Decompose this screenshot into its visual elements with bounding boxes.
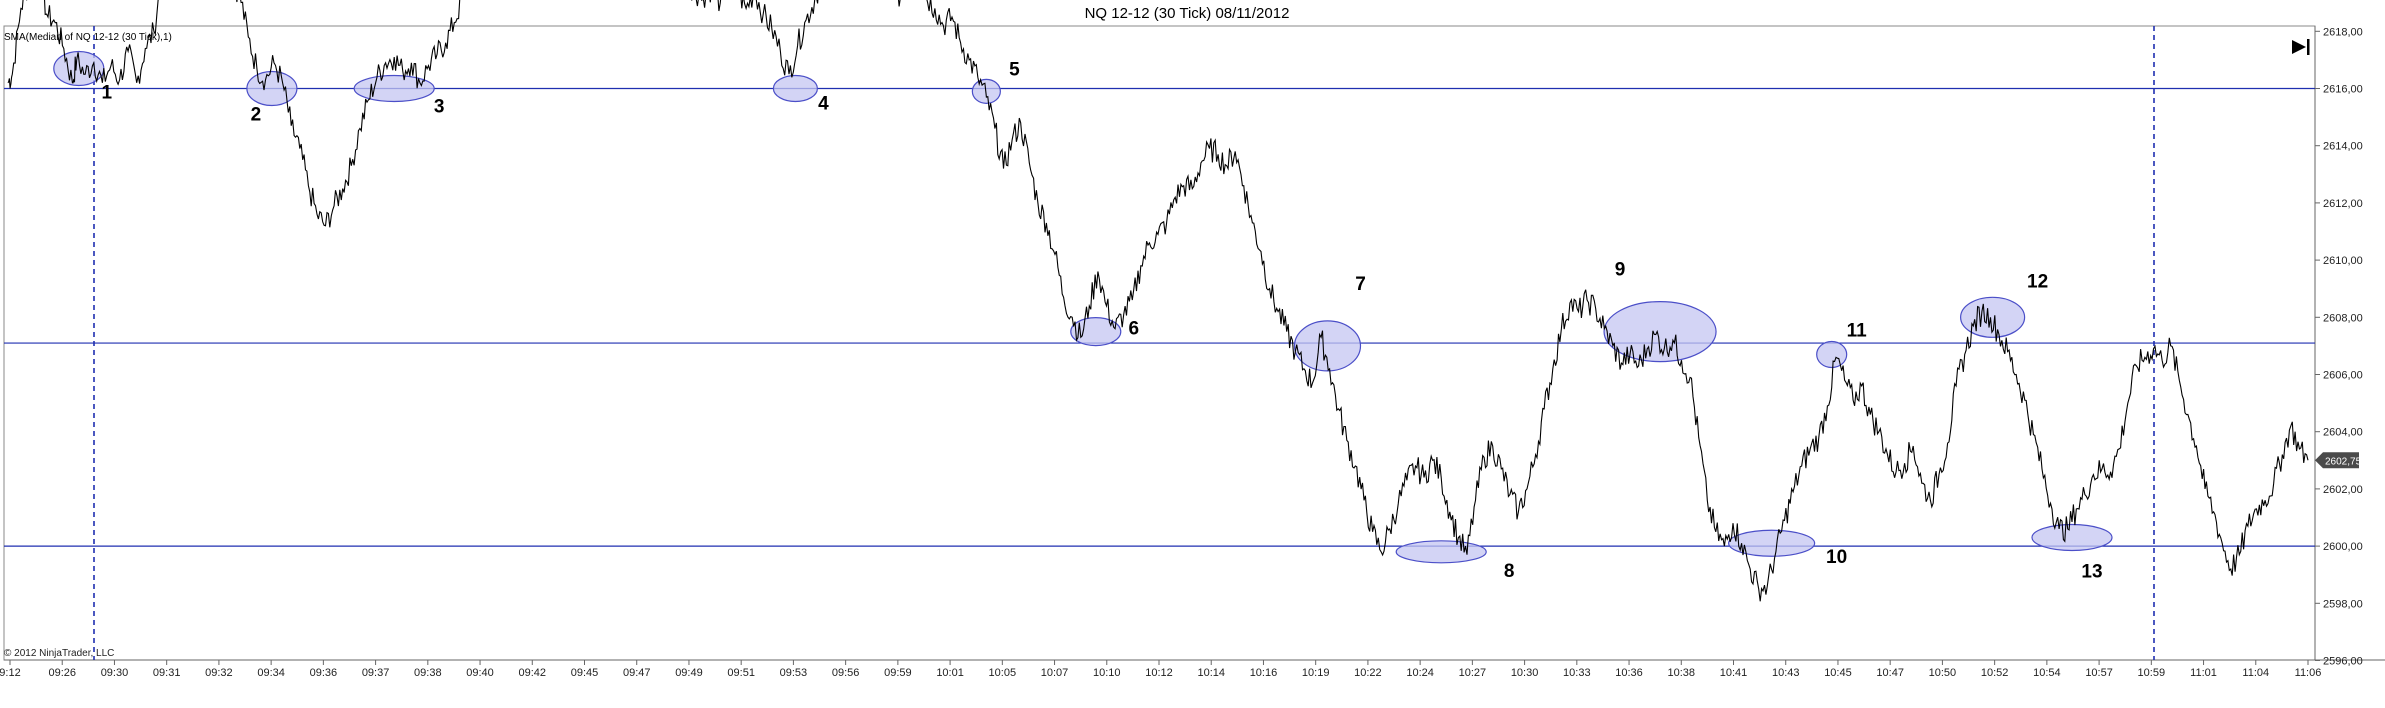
annotation-label-3: 3 bbox=[434, 97, 445, 118]
x-tick-label: 11:04 bbox=[2242, 667, 2269, 679]
annotation-label-4: 4 bbox=[818, 94, 829, 115]
x-tick-label: 10:05 bbox=[989, 667, 1017, 679]
current-price-marker: 2602,75 bbox=[2315, 452, 2362, 469]
x-tick-label: 10:33 bbox=[1563, 667, 1591, 679]
x-tick-label: 10:54 bbox=[2033, 667, 2061, 679]
x-tick-label: 10:43 bbox=[1772, 667, 1800, 679]
x-tick-label: 10:57 bbox=[2085, 667, 2113, 679]
x-tick-label: 09:37 bbox=[362, 667, 390, 679]
annotation-ellipse-2 bbox=[246, 70, 298, 107]
annotation-label-5: 5 bbox=[1009, 59, 1020, 80]
x-tick-label: 09:36 bbox=[310, 667, 338, 679]
x-tick-label: 09:49 bbox=[675, 667, 703, 679]
x-tick-label: 10:50 bbox=[1929, 667, 1957, 679]
x-tick-label: 09:32 bbox=[205, 667, 233, 679]
y-tick-label: 2618,00 bbox=[2323, 26, 2363, 38]
y-tick-label: 2598,00 bbox=[2323, 598, 2363, 610]
x-tick-label: 10:10 bbox=[1093, 667, 1121, 679]
x-tick-label: 10:12 bbox=[1145, 667, 1173, 679]
x-tick-label: 09:34 bbox=[257, 667, 285, 679]
copyright-text: © 2012 NinjaTrader, LLC bbox=[4, 648, 114, 659]
annotation-ellipse-8 bbox=[1395, 540, 1487, 564]
annotation-label-1: 1 bbox=[102, 82, 113, 103]
x-tick-label: 09:40 bbox=[466, 667, 494, 679]
x-tick-label: 09:30 bbox=[101, 667, 129, 679]
x-tick-label: 10:24 bbox=[1406, 667, 1434, 679]
scroll-to-end-button[interactable] bbox=[2292, 39, 2310, 55]
annotation-ellipse-3 bbox=[353, 74, 435, 103]
chart-title: NQ 12-12 (30 Tick) 08/11/2012 bbox=[1085, 5, 1290, 22]
x-tick-label: 10:41 bbox=[1720, 667, 1748, 679]
annotation-ellipse-10 bbox=[1728, 529, 1816, 557]
x-tick-label: 09:53 bbox=[780, 667, 808, 679]
x-tick-label: 09:45 bbox=[571, 667, 599, 679]
price-axis-ticks: 2596,00 2598,00 2600,00 2602,00 2604,00 2606,… bbox=[2315, 26, 2363, 668]
annotation-ellipse-4 bbox=[772, 74, 819, 103]
play-end-icon bbox=[2292, 40, 2306, 54]
y-tick-label: 2608,00 bbox=[2323, 312, 2363, 324]
x-tick-label: 10:19 bbox=[1302, 667, 1330, 679]
x-tick-label: 10:07 bbox=[1041, 667, 1069, 679]
x-tick-label: 9:12 bbox=[0, 667, 21, 679]
annotation-label-8: 8 bbox=[1504, 561, 1515, 582]
price-series-line bbox=[7, 0, 2309, 602]
x-tick-label: 10:47 bbox=[1876, 667, 1904, 679]
annotation-label-12: 12 bbox=[2027, 271, 2048, 292]
y-tick-label: 2612,00 bbox=[2323, 198, 2363, 210]
x-tick-label: 10:27 bbox=[1459, 667, 1487, 679]
x-tick-label: 10:16 bbox=[1250, 667, 1278, 679]
annotation-label-10: 10 bbox=[1826, 547, 1847, 568]
x-tick-label: 10:01 bbox=[936, 667, 964, 679]
x-tick-label: 10:22 bbox=[1354, 667, 1382, 679]
x-tick-label: 11:06 bbox=[2295, 667, 2322, 679]
y-tick-label: 2604,00 bbox=[2323, 427, 2363, 439]
annotation-label-7: 7 bbox=[1355, 274, 1366, 295]
annotation-label-11: 11 bbox=[1847, 320, 1868, 341]
annotation-ellipse-5 bbox=[971, 78, 1001, 104]
annotation-label-6: 6 bbox=[1128, 319, 1139, 340]
x-tick-label: 10:52 bbox=[1981, 667, 2009, 679]
x-tick-label: 09:56 bbox=[832, 667, 860, 679]
end-bar-icon bbox=[2307, 39, 2310, 55]
annotation-label-2: 2 bbox=[251, 105, 262, 126]
x-tick-label: 09:59 bbox=[884, 667, 912, 679]
x-tick-label: 10:30 bbox=[1511, 667, 1539, 679]
annotation-label-13: 13 bbox=[2081, 562, 2102, 583]
x-tick-label: 10:38 bbox=[1668, 667, 1696, 679]
x-tick-label: 10:36 bbox=[1615, 667, 1643, 679]
current-price-label: 2602,75 bbox=[2325, 456, 2362, 467]
x-tick-label: 10:45 bbox=[1824, 667, 1852, 679]
x-tick-label: 09:42 bbox=[519, 667, 547, 679]
x-tick-label: 11:01 bbox=[2190, 667, 2217, 679]
time-axis-ticks: 9:12 09:26 09:30 09:31 09:32 09:34 09:36 09:37 0… bbox=[0, 660, 2321, 679]
y-tick-label: 2596,00 bbox=[2323, 656, 2363, 668]
x-tick-label: 10:59 bbox=[2138, 667, 2166, 679]
x-tick-label: 09:31 bbox=[153, 667, 181, 679]
y-tick-label: 2606,00 bbox=[2323, 370, 2363, 382]
session-markers bbox=[93, 26, 2155, 660]
y-tick-label: 2600,00 bbox=[2323, 541, 2363, 553]
indicator-label: SMA(Median of NQ 12-12 (30 Tick),1) bbox=[4, 32, 172, 43]
annotation-ellipse-7 bbox=[1293, 320, 1362, 372]
y-tick-label: 2610,00 bbox=[2323, 255, 2363, 267]
annotation-label-9: 9 bbox=[1615, 260, 1626, 281]
x-tick-label: 09:47 bbox=[623, 667, 651, 679]
x-tick-label: 10:14 bbox=[1197, 667, 1225, 679]
annotation-ellipse-6 bbox=[1070, 317, 1122, 347]
y-tick-label: 2602,00 bbox=[2323, 484, 2363, 496]
y-tick-label: 2614,00 bbox=[2323, 141, 2363, 153]
x-tick-label: 09:38 bbox=[414, 667, 442, 679]
annotation-ellipse-13 bbox=[2031, 523, 2113, 552]
annotation-ellipse-11 bbox=[1816, 340, 1848, 369]
x-tick-label: 09:51 bbox=[727, 667, 755, 679]
y-tick-label: 2616,00 bbox=[2323, 84, 2363, 96]
x-tick-label: 09:26 bbox=[48, 667, 76, 679]
